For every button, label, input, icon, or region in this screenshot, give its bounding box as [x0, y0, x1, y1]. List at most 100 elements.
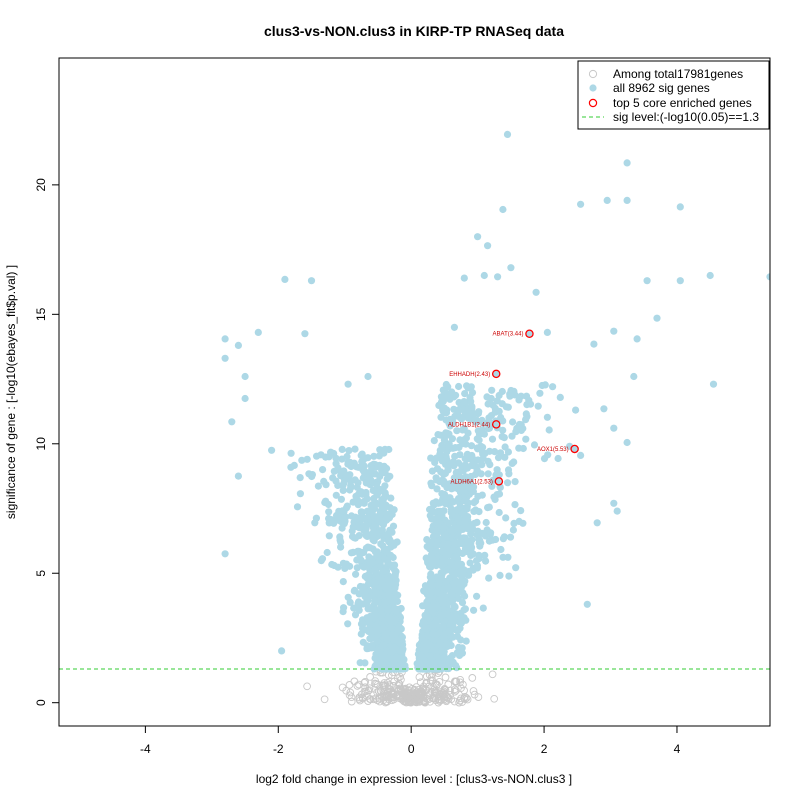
- sig-point: [314, 482, 322, 490]
- sig-point: [470, 499, 478, 507]
- sig-point: [434, 431, 442, 439]
- sig-point: [540, 455, 549, 463]
- sig-point: [360, 563, 368, 571]
- sig-point: [379, 567, 388, 575]
- sig-point: [370, 494, 378, 503]
- legend-label-total: Among total17981genes: [613, 67, 743, 81]
- sig-point: [380, 449, 388, 457]
- sig-point: [443, 610, 451, 618]
- sig-point: [364, 372, 372, 381]
- sig-point: [268, 446, 276, 454]
- nonsig-point: [490, 694, 499, 703]
- sig-point: [467, 383, 475, 391]
- sig-point: [438, 444, 447, 452]
- sig-point: [362, 544, 370, 552]
- sig-point: [378, 526, 386, 534]
- nonsig-point: [451, 685, 459, 694]
- x-tick-label: -4: [140, 742, 151, 756]
- nonsig-point: [416, 678, 425, 687]
- sig-point: [349, 498, 357, 506]
- sig-point: [440, 387, 448, 395]
- sig-point: [339, 482, 347, 490]
- sig-point: [449, 568, 457, 576]
- sig-point: [430, 636, 438, 644]
- sig-point: [426, 641, 434, 650]
- x-tick-label: 4: [674, 742, 681, 756]
- sig-point: [389, 522, 398, 530]
- sig-point: [337, 495, 345, 503]
- nonsig-point: [419, 693, 428, 702]
- sig-point: [461, 545, 470, 553]
- sig-point: [676, 203, 684, 211]
- sig-point: [461, 516, 469, 524]
- sig-point: [381, 469, 389, 477]
- sig-point: [355, 606, 363, 614]
- sig-point: [623, 196, 631, 204]
- sig-point: [463, 505, 471, 513]
- sig-point: [543, 413, 552, 421]
- sig-point: [385, 445, 393, 454]
- nonsig-point: [384, 691, 393, 700]
- nonsig-point: [347, 697, 356, 706]
- sig-point: [483, 526, 491, 534]
- sig-point: [556, 393, 564, 401]
- sig-point: [422, 582, 430, 591]
- sig-point: [438, 562, 446, 570]
- sig-point: [370, 578, 378, 587]
- sig-point: [462, 434, 470, 442]
- nonsig-point: [342, 686, 351, 695]
- top-gene-label: EHHADH(2.43): [449, 372, 490, 378]
- sig-point: [449, 623, 457, 631]
- sig-point: [473, 467, 481, 476]
- sig-point: [458, 426, 467, 434]
- sig-point: [534, 402, 542, 410]
- sig-point: [442, 380, 450, 389]
- sig-point: [443, 640, 451, 648]
- sig-point: [438, 547, 447, 556]
- sig-point: [362, 600, 371, 608]
- sig-point: [455, 643, 463, 652]
- sig-point: [356, 556, 364, 565]
- sig-point: [485, 414, 493, 422]
- sig-point: [341, 513, 349, 521]
- top-gene-point: [491, 369, 501, 379]
- sig-point: [536, 389, 544, 397]
- y-tick-label: 10: [34, 437, 48, 451]
- sig-point: [500, 533, 508, 541]
- sig-point: [603, 196, 611, 204]
- sig-point: [475, 551, 483, 559]
- sig-point: [491, 448, 499, 456]
- sig-point: [371, 654, 379, 662]
- sig-point: [320, 477, 328, 485]
- sig-point: [278, 647, 286, 655]
- nonsig-point: [355, 693, 364, 702]
- sig-point: [426, 652, 434, 660]
- sig-point: [475, 535, 483, 543]
- sig-point: [443, 484, 451, 492]
- sig-point: [460, 398, 468, 406]
- sig-point: [455, 539, 463, 547]
- sig-point: [450, 484, 459, 492]
- sig-point: [337, 543, 345, 551]
- sig-point: [501, 453, 509, 461]
- nonsig-point: [435, 692, 444, 701]
- sig-point: [353, 564, 361, 572]
- legend-box: [577, 60, 770, 130]
- sig-point: [486, 461, 494, 469]
- nonsig-point: [364, 686, 372, 695]
- sig-point: [428, 482, 436, 490]
- sig-point: [492, 535, 500, 544]
- sig-point: [281, 275, 289, 283]
- top-gene-point: [491, 420, 501, 429]
- sig-point: [429, 499, 437, 507]
- y-tick-label: 20: [34, 178, 48, 192]
- sig-point: [449, 596, 457, 605]
- sig-point: [234, 472, 242, 480]
- sig-point: [499, 205, 507, 214]
- sig-point: [474, 233, 482, 241]
- x-tick-label: 0: [408, 742, 415, 756]
- sig-point: [478, 529, 486, 538]
- sig-point: [470, 606, 478, 614]
- sig-point: [387, 618, 395, 627]
- sig-point: [449, 591, 457, 599]
